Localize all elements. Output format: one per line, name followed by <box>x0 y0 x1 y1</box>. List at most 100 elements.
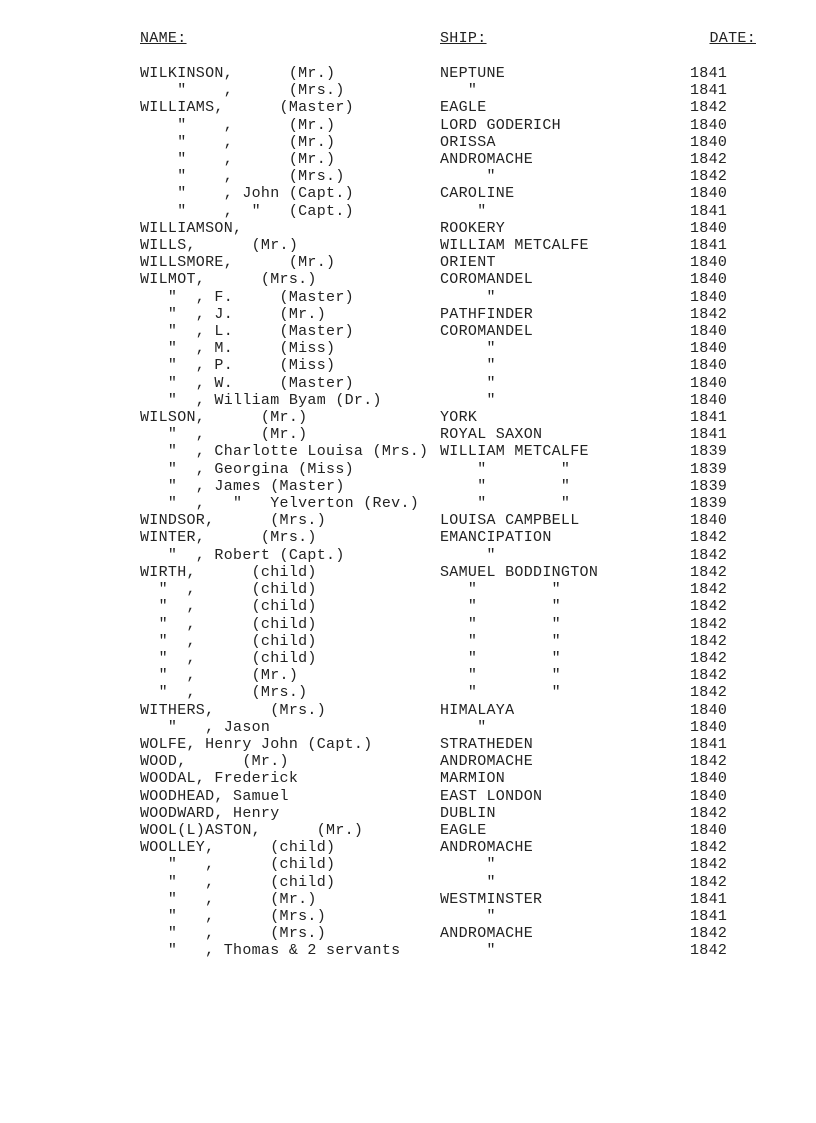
cell-name: WILLIAMSON, <box>140 220 440 237</box>
cell-date: 1841 <box>690 891 756 908</box>
cell-date: 1841 <box>690 736 756 753</box>
cell-date: 1842 <box>690 753 756 770</box>
cell-ship: SAMUEL BODDINGTON <box>440 564 690 581</box>
table-row: " , William Byam (Dr.) "1840 <box>140 392 756 409</box>
table-row: " , (child) " "1842 <box>140 650 756 667</box>
cell-ship: PATHFINDER <box>440 306 690 323</box>
table-row: WOOLLEY, (child)ANDROMACHE1842 <box>140 839 756 856</box>
table-row: WILLIAMS, (Master)EAGLE1842 <box>140 99 756 116</box>
cell-date: 1839 <box>690 478 756 495</box>
cell-name: " , (child) <box>140 633 440 650</box>
cell-ship: YORK <box>440 409 690 426</box>
cell-date: 1840 <box>690 719 756 736</box>
cell-ship: LOUISA CAMPBELL <box>440 512 690 529</box>
cell-name: WILKINSON, (Mr.) <box>140 65 440 82</box>
cell-ship: " " <box>440 667 690 684</box>
table-row: " , F. (Master) "1840 <box>140 289 756 306</box>
cell-name: " , John (Capt.) <box>140 185 440 202</box>
cell-ship: " " <box>440 461 690 478</box>
cell-name: " , (Mrs.) <box>140 908 440 925</box>
table-row: " , (Mr.) " "1842 <box>140 667 756 684</box>
cell-name: " , " (Capt.) <box>140 203 440 220</box>
table-row: " , (Mrs.) "1842 <box>140 168 756 185</box>
cell-date: 1840 <box>690 770 756 787</box>
table-row: " , (child) "1842 <box>140 856 756 873</box>
cell-date: 1842 <box>690 942 756 959</box>
table-row: " , Thomas & 2 servants "1842 <box>140 942 756 959</box>
cell-name: " , J. (Mr.) <box>140 306 440 323</box>
cell-name: " , Robert (Capt.) <box>140 547 440 564</box>
cell-name: " , (child) <box>140 856 440 873</box>
cell-ship: WESTMINSTER <box>440 891 690 908</box>
cell-ship: " <box>440 942 690 959</box>
cell-ship: " " <box>440 616 690 633</box>
cell-date: 1842 <box>690 874 756 891</box>
cell-date: 1842 <box>690 564 756 581</box>
cell-date: 1842 <box>690 616 756 633</box>
table-row: WOOD, (Mr.)ANDROMACHE1842 <box>140 753 756 770</box>
cell-date: 1842 <box>690 529 756 546</box>
cell-ship: ANDROMACHE <box>440 753 690 770</box>
table-row: WILLIAMSON,ROOKERY1840 <box>140 220 756 237</box>
table-row: " , (child) " "1842 <box>140 581 756 598</box>
table-row: " , L. (Master)COROMANDEL1840 <box>140 323 756 340</box>
table-row: " , (Mrs.) "1841 <box>140 82 756 99</box>
cell-ship: COROMANDEL <box>440 271 690 288</box>
cell-name: " , Charlotte Louisa (Mrs.) <box>140 443 440 460</box>
cell-name: " , (Mr.) <box>140 667 440 684</box>
cell-date: 1840 <box>690 357 756 374</box>
cell-name: " , W. (Master) <box>140 375 440 392</box>
cell-date: 1842 <box>690 99 756 116</box>
cell-date: 1840 <box>690 392 756 409</box>
cell-name: " , (Mrs.) <box>140 168 440 185</box>
cell-date: 1841 <box>690 65 756 82</box>
cell-ship: EAGLE <box>440 99 690 116</box>
table-row: " , (child) " "1842 <box>140 598 756 615</box>
cell-ship: " <box>440 203 690 220</box>
cell-date: 1842 <box>690 650 756 667</box>
cell-name: WILSON, (Mr.) <box>140 409 440 426</box>
cell-name: WILLS, (Mr.) <box>140 237 440 254</box>
table-body: WILKINSON, (Mr.)NEPTUNE1841 " , (Mrs.) "… <box>140 65 756 960</box>
cell-date: 1841 <box>690 203 756 220</box>
cell-ship: EAST LONDON <box>440 788 690 805</box>
cell-date: 1842 <box>690 306 756 323</box>
cell-ship: " <box>440 340 690 357</box>
cell-name: " , (Mr.) <box>140 426 440 443</box>
cell-date: 1840 <box>690 134 756 151</box>
cell-ship: HIMALAYA <box>440 702 690 719</box>
cell-name: WIRTH, (child) <box>140 564 440 581</box>
cell-date: 1842 <box>690 168 756 185</box>
cell-name: WOODAL, Frederick <box>140 770 440 787</box>
table-row: " , " (Capt.) "1841 <box>140 203 756 220</box>
cell-name: " , M. (Miss) <box>140 340 440 357</box>
cell-date: 1840 <box>690 375 756 392</box>
table-row: " , W. (Master) "1840 <box>140 375 756 392</box>
cell-ship: " <box>440 719 690 736</box>
cell-date: 1842 <box>690 856 756 873</box>
cell-ship: NEPTUNE <box>440 65 690 82</box>
table-row: " , Charlotte Louisa (Mrs.)WILLIAM METCA… <box>140 443 756 460</box>
cell-ship: EAGLE <box>440 822 690 839</box>
cell-name: WILLSMORE, (Mr.) <box>140 254 440 271</box>
cell-ship: WILLIAM METCALFE <box>440 237 690 254</box>
cell-ship: " <box>440 375 690 392</box>
table-row: " , (child) " "1842 <box>140 633 756 650</box>
cell-date: 1839 <box>690 443 756 460</box>
cell-ship: COROMANDEL <box>440 323 690 340</box>
header-date: DATE: <box>690 30 756 47</box>
table-row: WOODHEAD, SamuelEAST LONDON1840 <box>140 788 756 805</box>
header-name: NAME: <box>140 30 440 47</box>
cell-ship: " <box>440 357 690 374</box>
table-row: " , Jason "1840 <box>140 719 756 736</box>
table-row: WOODAL, FrederickMARMION1840 <box>140 770 756 787</box>
cell-date: 1840 <box>690 254 756 271</box>
table-row: " , (Mr.)ROYAL SAXON1841 <box>140 426 756 443</box>
table-row: " , Georgina (Miss) " "1839 <box>140 461 756 478</box>
cell-name: " , James (Master) <box>140 478 440 495</box>
cell-name: " , (Mrs.) <box>140 684 440 701</box>
cell-date: 1840 <box>690 271 756 288</box>
table-row: " , Robert (Capt.) "1842 <box>140 547 756 564</box>
cell-ship: " " <box>440 478 690 495</box>
table-row: WINTER, (Mrs.)EMANCIPATION1842 <box>140 529 756 546</box>
